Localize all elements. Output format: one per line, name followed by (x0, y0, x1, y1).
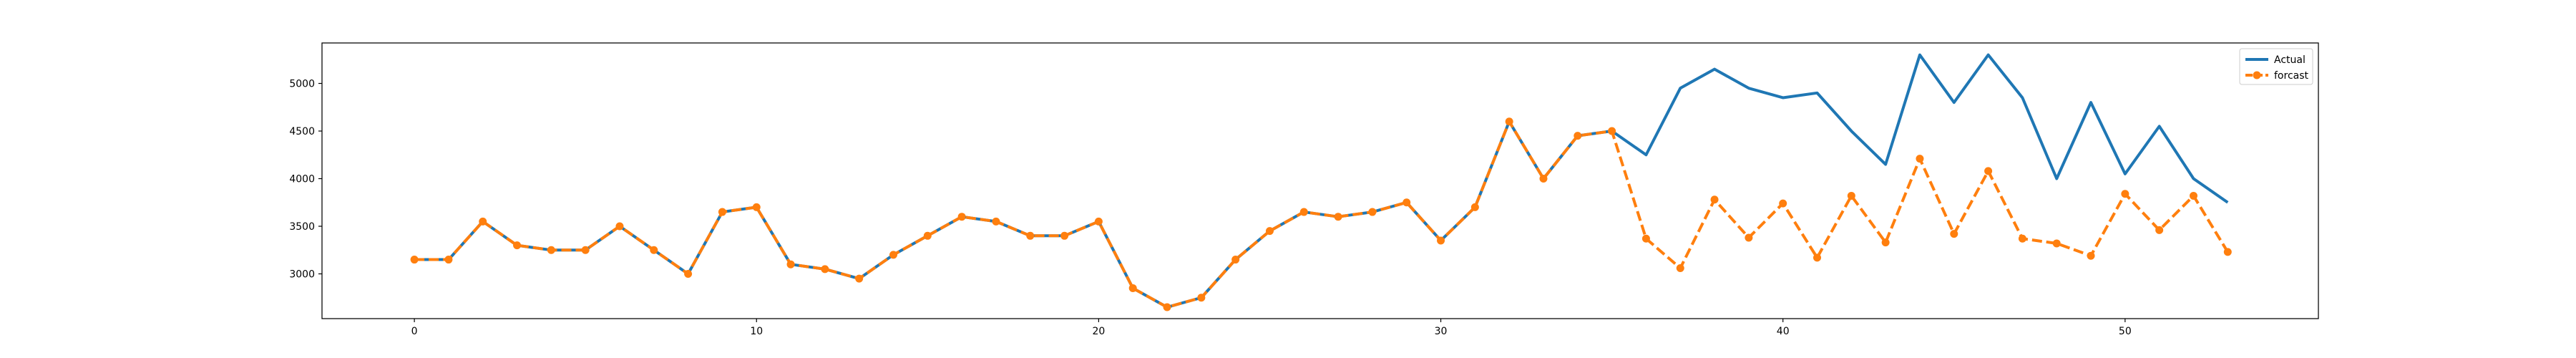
data-point-forcast (1950, 230, 1958, 238)
y-tick-label: 3500 (289, 221, 315, 233)
data-point-forcast (1060, 231, 1069, 240)
data-point-forcast (1710, 195, 1719, 204)
data-point-forcast (1539, 175, 1548, 183)
data-point-forcast (1847, 191, 1855, 200)
data-point-forcast (1231, 256, 1240, 264)
legend: Actual forcast (2239, 48, 2313, 85)
data-point-forcast (513, 241, 522, 250)
data-point-forcast (1779, 199, 1787, 208)
data-point-forcast (1128, 284, 1137, 292)
series-lines (414, 53, 2229, 309)
series-markers (410, 117, 2232, 311)
data-point-forcast (786, 260, 795, 268)
data-point-forcast (1094, 217, 1103, 226)
data-point-forcast (1641, 234, 1650, 243)
data-point-forcast (1505, 117, 1513, 126)
x-tick-label: 0 (411, 326, 418, 337)
x-tick-label: 10 (750, 326, 763, 337)
data-point-forcast (615, 222, 624, 231)
data-point-forcast (684, 270, 693, 278)
data-point-forcast (2223, 248, 2232, 256)
data-point-forcast (2155, 226, 2164, 234)
data-point-forcast (650, 246, 658, 254)
data-point-forcast (444, 256, 453, 264)
data-point-forcast (547, 246, 555, 254)
x-axis: 0 10 20 30 40 50 (411, 319, 2132, 337)
data-point-forcast (1676, 264, 1684, 273)
data-point-forcast (1881, 238, 1890, 247)
data-point-forcast (1265, 227, 1274, 236)
data-point-forcast (752, 203, 761, 211)
data-point-forcast (1026, 231, 1035, 240)
data-point-forcast (718, 208, 726, 216)
legend-label-actual: Actual (2274, 54, 2306, 66)
data-point-forcast (923, 231, 932, 240)
data-point-forcast (1916, 155, 1924, 163)
data-point-forcast (2087, 251, 2095, 260)
series-line-actual (414, 53, 2229, 309)
data-point-forcast (1574, 132, 1582, 140)
y-tick-label: 4500 (289, 126, 315, 137)
data-point-forcast (2018, 234, 2026, 243)
data-point-forcast (1813, 253, 1822, 262)
x-tick-label: 30 (1435, 326, 1448, 337)
data-point-forcast (992, 217, 1000, 226)
data-point-forcast (1470, 203, 1479, 211)
x-tick-label: 40 (1777, 326, 1790, 337)
data-point-forcast (2121, 190, 2129, 198)
data-point-forcast (1334, 213, 1342, 221)
data-point-forcast (855, 274, 864, 283)
series-line-forcast (414, 120, 2229, 309)
data-point-forcast (1197, 294, 1206, 302)
y-axis: 3000 3500 4000 4500 5000 (289, 79, 322, 280)
data-point-forcast (1437, 236, 1445, 245)
data-point-forcast (581, 246, 590, 254)
data-point-forcast (1984, 167, 1993, 175)
y-tick-label: 5000 (289, 79, 315, 90)
data-point-forcast (1402, 198, 1411, 207)
y-tick-label: 4000 (289, 174, 315, 185)
axes-frame (321, 42, 2319, 319)
data-point-forcast (1163, 303, 1171, 311)
data-point-forcast (1745, 233, 1753, 242)
legend-label-forcast: forcast (2274, 70, 2309, 82)
data-point-forcast (1608, 127, 1616, 135)
data-point-forcast (957, 213, 966, 221)
x-tick-label: 20 (1092, 326, 1105, 337)
data-point-forcast (821, 265, 829, 274)
x-tick-label: 50 (2119, 326, 2132, 337)
data-point-forcast (410, 256, 419, 264)
data-point-forcast (1299, 208, 1308, 216)
data-point-forcast (889, 251, 898, 259)
data-point-forcast (2052, 239, 2061, 248)
legend-marker-forcast (2253, 71, 2261, 79)
data-point-forcast (2189, 191, 2197, 200)
data-point-forcast (479, 217, 487, 226)
data-point-forcast (1368, 208, 1377, 216)
y-tick-label: 3000 (289, 268, 315, 280)
